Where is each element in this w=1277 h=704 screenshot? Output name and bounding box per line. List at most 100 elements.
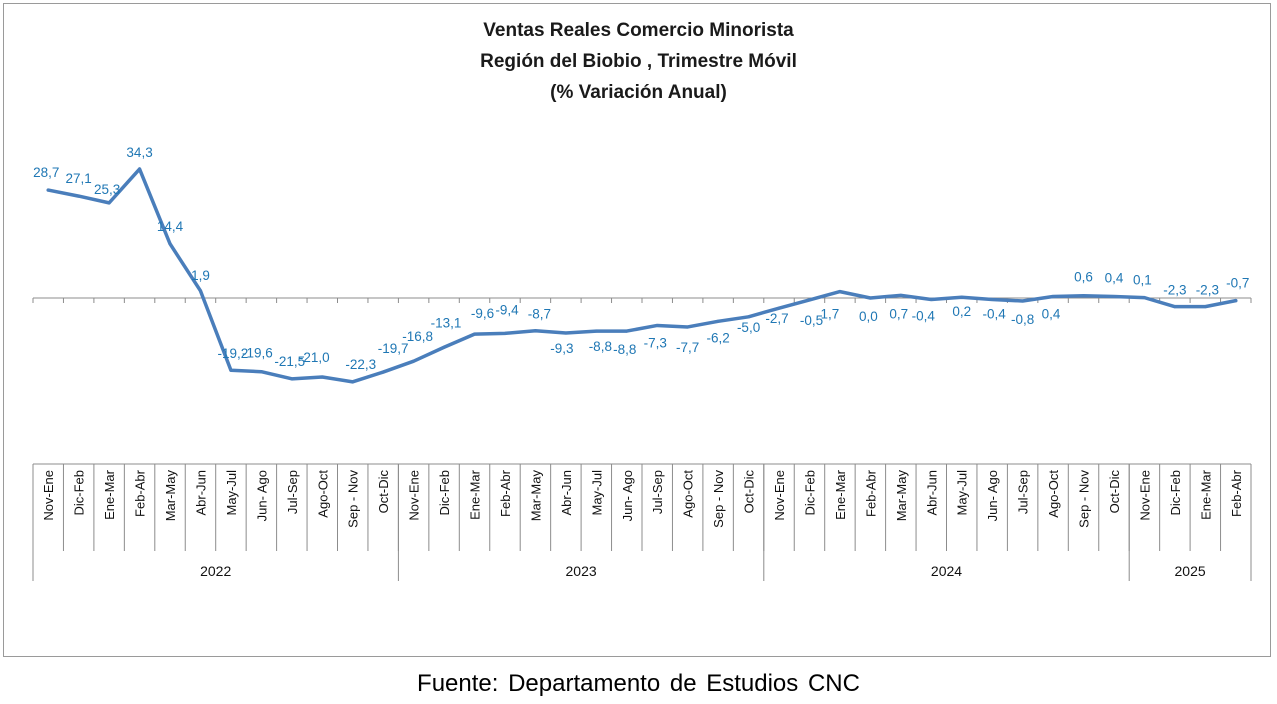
chart-title-line-2: Región del Biobio , Trimestre Móvil bbox=[480, 51, 797, 72]
data-label: -19,6 bbox=[242, 346, 273, 361]
category-label: Dic-Feb bbox=[802, 470, 817, 516]
category-label: Jul-Sep bbox=[650, 470, 665, 514]
data-label: -21,0 bbox=[299, 350, 330, 365]
category-label: Sep - Nov bbox=[711, 470, 726, 528]
category-label: Oct-Dic bbox=[376, 470, 391, 514]
category-label: Abr-Jun bbox=[559, 470, 574, 516]
category-label: Jul-Sep bbox=[285, 470, 300, 514]
chart-title-line-3: (% Variación Anual) bbox=[550, 82, 727, 103]
year-label: 2025 bbox=[1175, 563, 1206, 579]
category-label: Mar-May bbox=[163, 470, 178, 522]
data-label: 34,3 bbox=[126, 145, 152, 160]
data-point bbox=[564, 331, 568, 335]
category-label: Abr-Jun bbox=[924, 470, 939, 516]
data-point bbox=[412, 359, 416, 363]
data-label: -2,7 bbox=[765, 311, 788, 326]
data-point bbox=[868, 296, 872, 300]
category-label: Nov-Ene bbox=[1137, 470, 1152, 521]
category-label: Jun- Ago bbox=[620, 470, 635, 521]
category-label: Oct-Dic bbox=[742, 470, 757, 514]
category-label: Jun- Ago bbox=[985, 470, 1000, 521]
category-label: Dic-Feb bbox=[72, 470, 87, 516]
data-label: 27,1 bbox=[66, 171, 92, 186]
data-point bbox=[138, 167, 142, 171]
data-label: -0,4 bbox=[912, 309, 936, 324]
year-label: 2023 bbox=[566, 563, 597, 579]
category-label: Sep - Nov bbox=[346, 470, 361, 528]
category-label: Mar-May bbox=[528, 470, 543, 522]
data-label: 0,0 bbox=[859, 309, 878, 324]
category-label: Nov-Ene bbox=[772, 470, 787, 521]
data-point bbox=[473, 332, 477, 336]
data-label: 28,7 bbox=[33, 165, 59, 180]
data-label: -6,2 bbox=[706, 330, 729, 345]
data-point bbox=[381, 370, 385, 374]
category-label: Feb-Abr bbox=[133, 469, 148, 517]
data-point bbox=[1021, 299, 1025, 303]
data-label: -0,5 bbox=[800, 313, 823, 328]
data-point bbox=[533, 329, 537, 333]
data-label: 25,3 bbox=[94, 182, 120, 197]
category-label: Dic-Feb bbox=[1168, 470, 1183, 516]
data-point bbox=[229, 368, 233, 372]
data-label: -0,4 bbox=[983, 307, 1007, 322]
category-label: Ago-Oct bbox=[315, 470, 330, 518]
data-label: 0,4 bbox=[1105, 270, 1124, 285]
data-point bbox=[1173, 305, 1177, 309]
data-label: 1,7 bbox=[821, 307, 840, 322]
category-label: Ene-Mar bbox=[1198, 469, 1213, 520]
data-point bbox=[1203, 305, 1207, 309]
category-label: May-Jul bbox=[224, 470, 239, 516]
data-label: -19,7 bbox=[378, 341, 409, 356]
data-label: -21,5 bbox=[274, 354, 305, 369]
data-point bbox=[320, 375, 324, 379]
data-point bbox=[198, 289, 202, 293]
category-label: Ago-Oct bbox=[1046, 470, 1061, 518]
data-point bbox=[77, 194, 81, 198]
data-label: 0,6 bbox=[1074, 270, 1093, 285]
data-point bbox=[351, 380, 355, 384]
data-point bbox=[929, 298, 933, 302]
category-label: Oct-Dic bbox=[1107, 470, 1122, 514]
data-label: -9,4 bbox=[495, 302, 519, 317]
data-point bbox=[107, 201, 111, 205]
category-label: Ene-Mar bbox=[468, 469, 483, 520]
data-point bbox=[168, 242, 172, 246]
data-point bbox=[259, 370, 263, 374]
data-label: 0,7 bbox=[889, 306, 908, 321]
data-point bbox=[807, 298, 811, 302]
data-label: -8,8 bbox=[589, 339, 612, 354]
data-label: 0,1 bbox=[1133, 273, 1152, 288]
data-label: 14,4 bbox=[157, 219, 184, 234]
data-point bbox=[1142, 296, 1146, 300]
category-label: Sep - Nov bbox=[1077, 470, 1092, 528]
data-label: -13,1 bbox=[431, 315, 462, 330]
category-label: Jun- Ago bbox=[254, 470, 269, 521]
data-label: -22,3 bbox=[345, 357, 376, 372]
data-point bbox=[1234, 299, 1238, 303]
category-label: May-Jul bbox=[955, 470, 970, 516]
data-point bbox=[960, 295, 964, 299]
category-label: Abr-Jun bbox=[193, 470, 208, 516]
category-label: Ene-Mar bbox=[102, 469, 117, 520]
source-note: Fuente: Departamento de Estudios CNC bbox=[417, 670, 860, 697]
category-label: Feb-Abr bbox=[863, 469, 878, 517]
data-label: -16,8 bbox=[402, 329, 433, 344]
category-label: Feb-Abr bbox=[1229, 469, 1244, 517]
data-label: -19,2 bbox=[218, 346, 249, 361]
data-label: -8,8 bbox=[613, 342, 636, 357]
data-point bbox=[442, 345, 446, 349]
category-label: May-Jul bbox=[589, 470, 604, 516]
data-point bbox=[1051, 294, 1055, 298]
data-point bbox=[655, 323, 659, 327]
category-label: Feb-Abr bbox=[498, 469, 513, 517]
data-point bbox=[594, 329, 598, 333]
data-point bbox=[990, 298, 994, 302]
chart-title-line-1: Ventas Reales Comercio Minorista bbox=[483, 20, 794, 41]
category-label: Ene-Mar bbox=[833, 469, 848, 520]
data-label: -9,3 bbox=[550, 341, 573, 356]
line-chart: Nov-Ene Dic-Feb Ene-Mar Feb-Abr Mar-May Abr-J… bbox=[32, 145, 1252, 581]
data-point bbox=[838, 290, 842, 294]
data-point bbox=[290, 377, 294, 381]
year-label: 2024 bbox=[931, 563, 962, 579]
